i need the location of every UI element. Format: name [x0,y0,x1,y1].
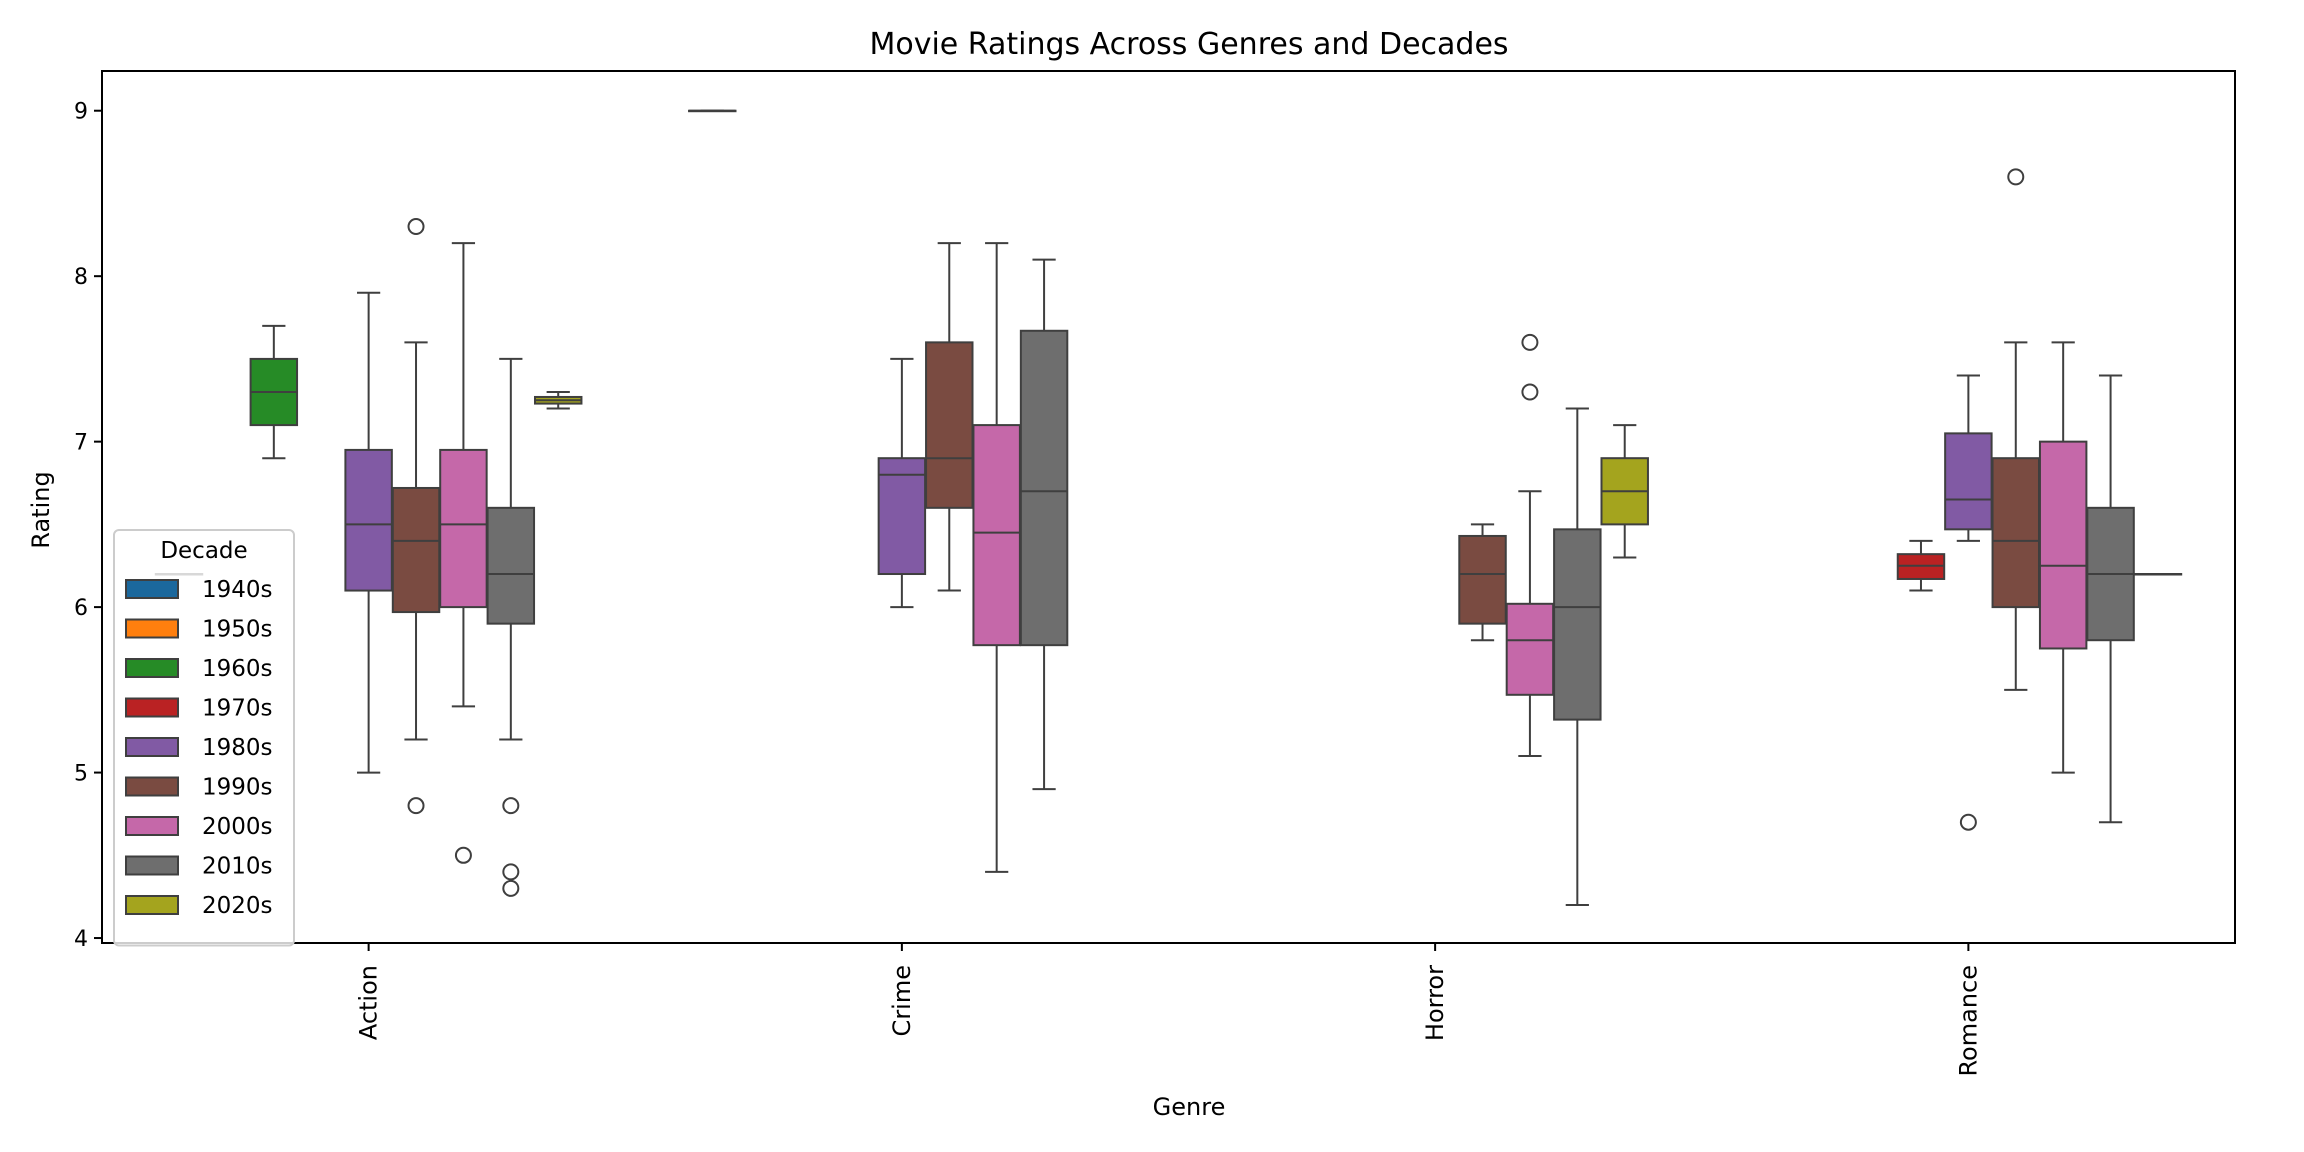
legend-swatch [125,737,179,757]
box-2020s-horror [1600,424,1649,559]
box-iqr [925,341,974,509]
box-series-group [154,109,2183,906]
box-2010s-romance [2086,374,2135,824]
box-iqr [1944,432,1993,531]
x-tick-label: Horror [1421,965,1449,1041]
legend-swatch [125,697,179,718]
legend-entry-label: 2020s [202,893,273,919]
x-axis-label: Genre [1153,1093,1226,1121]
x-tick-label: Crime [888,965,916,1036]
outlier-point [1959,813,1977,831]
box-2010s-horror [1553,407,1602,906]
box-1940s-crime [688,109,737,113]
box-2010s-crime [1019,258,1069,791]
y-axis-ticks: 4 5 6 7 8 9 [74,100,102,952]
box-1980s-action [344,291,393,774]
box-1980s-romance [1944,374,1993,831]
outlier-point [502,797,520,815]
legend-swatch [125,618,179,639]
box-iqr [344,448,393,592]
legend-swatch [125,855,179,876]
legend: Decade 1940s 1950s 1960s 1970s 1980s 1990s 2000… [113,529,295,947]
legend-entry-label: 1980s [202,735,273,761]
box-1990s-crime [925,242,974,592]
plot-area-frame [101,70,2236,944]
box-iqr [1019,329,1069,647]
box-1980s-crime [877,357,927,609]
legend-entry-label: 2010s [202,854,273,880]
legend-swatch [125,816,179,836]
x-axis-ticks: Action Crime Horror Romance [355,943,1982,1077]
x-tick-label: Romance [1954,965,1982,1077]
box-iqr [1458,534,1507,625]
outlier-point [454,846,472,864]
box-1990s-action [391,218,441,815]
y-tick-label: 7 [74,431,88,456]
outlier-point [502,863,520,881]
y-axis-label: Rating [27,471,55,548]
outlier-point [407,797,425,815]
y-tick-label: 5 [74,762,88,787]
legend-entry-label: 1950s [202,617,273,643]
box-1990s-horror [1458,523,1507,642]
box-2010s-action [486,357,536,897]
y-tick-label: 6 [74,596,88,621]
box-1990s-romance [1991,168,2041,691]
box-iqr [391,486,441,614]
box-iqr [1505,602,1555,696]
legend-entry-label: 2000s [202,814,273,840]
box-iqr [1991,457,2041,609]
box-1970s-romance [1896,539,1946,592]
legend-entry-label: 1990s [202,775,273,801]
box-2020s-romance [2133,573,2183,576]
legend-swatch [125,895,179,915]
legend-entry-label: 1970s [202,696,273,722]
chart-title: Movie Ratings Across Genres and Decades [869,27,1508,62]
outlier-point [407,218,425,236]
box-2000s-horror [1505,333,1555,758]
y-tick-label: 9 [74,100,88,125]
outlier-point [1521,333,1539,351]
box-2000s-romance [2038,341,2088,774]
y-tick-label: 8 [74,265,88,290]
box-iqr [877,457,927,576]
box-iqr [2038,440,2088,650]
legend-swatch [125,658,179,678]
legend-title: Decade [160,538,247,564]
box-2020s-action [533,391,583,410]
box-iqr [486,506,536,625]
box-iqr [439,448,488,609]
box-iqr [972,424,1021,647]
legend-entry-label: 1960s [202,656,273,682]
box-iqr [1553,528,1602,721]
legend-swatch [125,579,179,599]
box-1960s-action [249,324,299,460]
box-2000s-crime [972,242,1021,873]
outlier-point [2007,168,2025,186]
x-tick-label: Action [355,965,383,1040]
y-tick-label: 4 [74,927,88,952]
outlier-point [502,879,520,897]
outlier-point [1521,383,1539,401]
legend-entry-label: 1940s [202,577,273,603]
legend-swatch [125,776,179,797]
box-2000s-action [439,242,488,864]
